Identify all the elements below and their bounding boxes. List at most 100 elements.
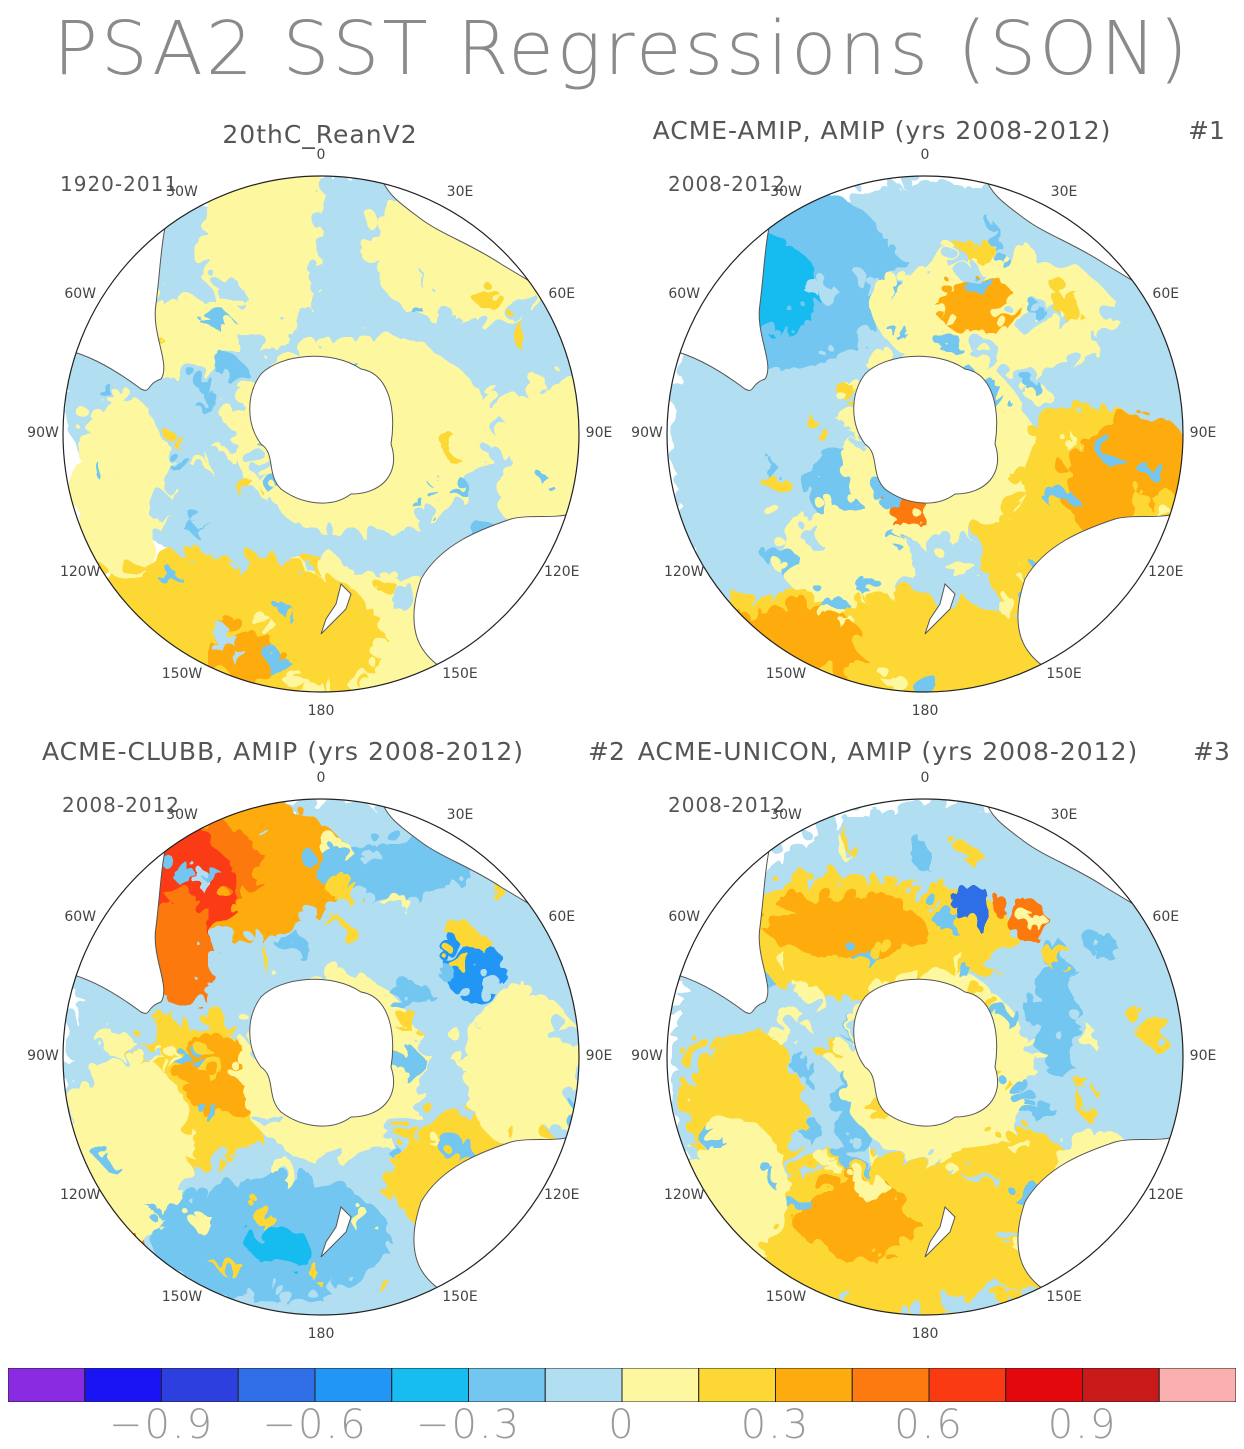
colorbar-swatch [8, 1368, 86, 1402]
sst-contour-region [926, 321, 950, 343]
sst-contour-region [887, 198, 918, 219]
sst-contour-region [383, 1008, 417, 1020]
sst-contour-region [164, 1000, 185, 1017]
sst-contour-region [63, 384, 161, 564]
longitude-label: 120W [59, 1187, 101, 1203]
longitude-label: 60W [64, 909, 97, 925]
sst-contour-region [784, 445, 802, 470]
sst-contour-region [753, 536, 787, 558]
sst-contour-region [678, 1058, 692, 1084]
sst-contour-region [1019, 293, 1034, 306]
sst-contour-region [474, 405, 494, 421]
sst-contour-region [961, 333, 992, 354]
land-mass [320, 583, 352, 635]
colorbar-tick: −0.6 [262, 1402, 368, 1448]
sst-contour-region [379, 1134, 389, 1148]
colorbar-swatch [1082, 1368, 1160, 1402]
sst-contour-region [1040, 282, 1070, 305]
panel-number: #2 [588, 737, 625, 766]
sst-contour-region [752, 1153, 763, 1172]
longitude-label: 60W [668, 286, 701, 302]
sst-contour-region [945, 877, 985, 917]
land-mass [249, 978, 395, 1127]
sst-contour-region [1049, 989, 1067, 1011]
panel-title: ACME-CLUBB, AMIP (yrs 2008-2012) [41, 737, 525, 766]
longitude-label: 30E [1050, 807, 1078, 824]
panel-title: 20thC_ReanV2 [222, 120, 418, 149]
map-boundary [666, 175, 1184, 693]
colorbar-swatch [84, 1368, 162, 1402]
sst-contour-region [186, 300, 220, 314]
sst-contour-region [870, 303, 889, 326]
sst-contour-region [187, 1039, 208, 1066]
sst-contour-region [984, 546, 1011, 567]
sst-contour-region [1131, 453, 1157, 470]
map-boundary [666, 798, 1184, 1316]
sst-contour-region [201, 620, 229, 647]
sst-contour-region [417, 477, 427, 490]
sst-contour-region [137, 1203, 151, 1220]
sst-contour-region [247, 1193, 260, 1219]
longitude-label: 30W [770, 184, 802, 201]
colorbar-swatch [314, 1368, 393, 1402]
sst-contour-region [815, 511, 828, 531]
longitude-label: 120E [543, 1187, 580, 1203]
sst-contour-region [436, 942, 463, 958]
longitude-label: 30E [1050, 184, 1078, 201]
sst-contour-region [553, 1099, 577, 1120]
sst-contour-region [196, 1093, 211, 1116]
sst-contour-region [254, 644, 281, 665]
sst-contour-region [950, 265, 985, 280]
sst-contour-region [753, 382, 771, 401]
sst-contour-region [187, 857, 211, 868]
longitude-label: 180 [307, 703, 335, 719]
longitude-label: 150E [1046, 665, 1082, 682]
sst-contour-region [71, 1070, 87, 1098]
sst-contour-region [117, 1034, 153, 1048]
sst-contour-region [737, 1143, 772, 1153]
sst-contour-region [88, 458, 99, 473]
longitude-label: 90E [1189, 1048, 1217, 1064]
sst-contour-region [782, 1019, 809, 1029]
sst-contour-region [865, 240, 896, 256]
sst-contour-region [826, 1278, 840, 1291]
sst-contour-region [251, 938, 262, 964]
panel-title: ACME-AMIP, AMIP (yrs 2008-2012) [652, 116, 1112, 145]
sst-contour-region [451, 977, 571, 1137]
sst-contour-region [754, 446, 764, 467]
sst-contour-region [183, 631, 194, 653]
longitude-label: 180 [307, 1326, 335, 1342]
sst-contour-region [950, 835, 970, 851]
sst-contour-region [157, 1034, 166, 1059]
panel-years: 2008-2012 [62, 793, 181, 817]
sst-contour-region [391, 477, 411, 487]
sst-contour-region [816, 1039, 851, 1057]
sst-contour-region [183, 1043, 194, 1060]
sst-contour-region [989, 1222, 1013, 1233]
sst-contour-region [263, 1145, 282, 1172]
sst-contour-region [793, 515, 813, 537]
sst-contour-region [915, 294, 942, 316]
sst-contour-region [181, 1200, 201, 1223]
longitude-label: 180 [911, 1326, 939, 1342]
sst-contour-region [243, 606, 264, 619]
sst-contour-region [224, 538, 241, 566]
sst-contour-region [1007, 1088, 1041, 1106]
panel-years: 2008-2012 [668, 172, 787, 196]
sst-contour-region [461, 384, 541, 444]
sst-contour-region [194, 1000, 220, 1028]
sst-contour-region [897, 828, 919, 856]
sst-contour-region [923, 898, 948, 919]
sst-contour-region [1034, 477, 1065, 499]
sst-contour-region [952, 227, 982, 252]
sst-contour-region [207, 269, 233, 294]
sst-contour-region [409, 263, 418, 279]
sst-contour-region [240, 450, 275, 467]
sst-contour-region [1069, 1089, 1082, 1109]
longitude-label: 90W [27, 425, 59, 441]
sst-contour-region [1077, 921, 1106, 949]
sst-contour-region [88, 1141, 107, 1158]
longitude-label: 90W [631, 1048, 663, 1064]
sst-contour-region [787, 266, 808, 278]
sst-contour-region [142, 1193, 177, 1211]
